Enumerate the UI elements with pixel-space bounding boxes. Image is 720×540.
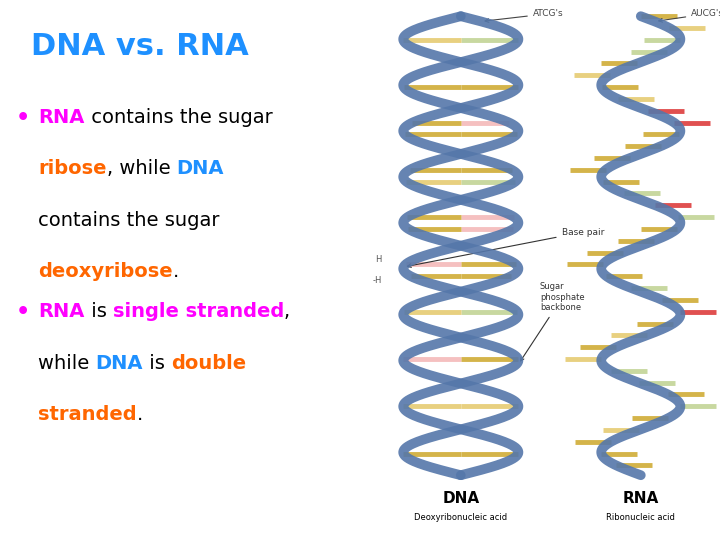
Text: ATCG's: ATCG's [485,9,564,22]
Text: DNA: DNA [176,159,224,178]
Text: double: double [171,354,246,373]
Text: , while: , while [107,159,176,178]
Text: DNA: DNA [96,354,143,373]
Text: single stranded: single stranded [112,302,284,321]
Text: RNA: RNA [38,108,84,127]
Text: Sugar
phosphate
backbone: Sugar phosphate backbone [521,282,585,361]
Text: RNA: RNA [38,302,84,321]
Text: RNA: RNA [623,491,659,507]
Text: -H: -H [372,276,382,285]
Text: while: while [38,354,96,373]
Text: Base pair: Base pair [408,228,604,267]
Text: contains the sugar: contains the sugar [84,108,272,127]
Text: stranded: stranded [38,405,137,424]
Text: •: • [15,108,30,128]
Text: AUCG's: AUCG's [659,9,720,22]
Text: DNA: DNA [442,491,480,507]
Text: Ribonucleic acid: Ribonucleic acid [606,513,675,522]
Text: is: is [143,354,171,373]
Text: is: is [84,302,112,321]
Text: .: . [173,262,179,281]
Text: •: • [15,302,30,322]
Text: ribose: ribose [38,159,107,178]
Text: Deoxyribonucleic acid: Deoxyribonucleic acid [414,513,508,522]
Text: .: . [137,405,143,424]
Text: deoxyribose: deoxyribose [38,262,173,281]
Text: ,: , [284,302,290,321]
Text: DNA vs. RNA: DNA vs. RNA [30,32,248,62]
Text: contains the sugar: contains the sugar [38,211,220,229]
Text: H: H [375,255,382,264]
